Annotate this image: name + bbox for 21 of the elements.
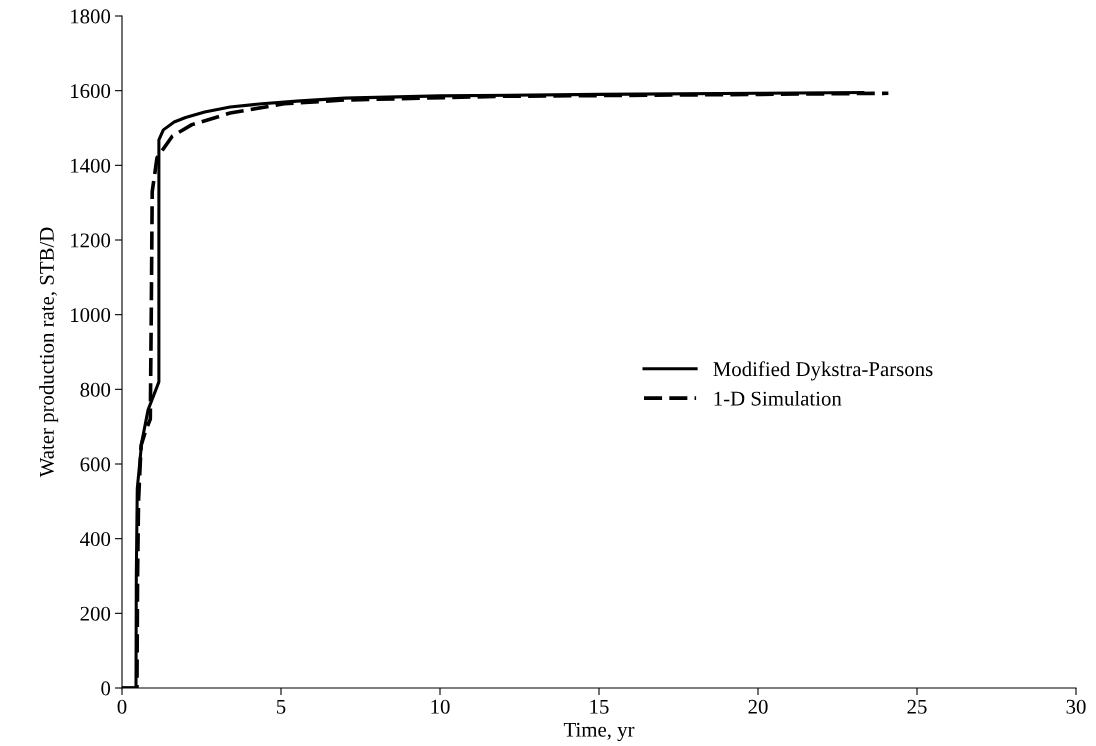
y-tick-label: 800 (80, 382, 111, 397)
y-tick-label: 400 (80, 532, 111, 547)
y-tick-label: 600 (80, 457, 111, 472)
y-tick-label: 1400 (71, 158, 111, 173)
x-tick-label: 15 (590, 699, 609, 714)
y-tick-label: 1000 (71, 308, 111, 323)
x-axis-title: Time, yr (563, 722, 635, 742)
x-tick-label: 20 (748, 699, 768, 714)
legend-label: Modified Dykstra-Parsons (713, 361, 933, 381)
x-tick-label: 25 (907, 699, 927, 714)
y-tick-label: 1600 (71, 84, 111, 99)
x-tick-label: 5 (277, 699, 286, 714)
y-tick-label: 200 (80, 606, 111, 621)
y-tick-label: 1800 (71, 9, 111, 24)
legend-label: 1-D Simulation (714, 391, 842, 406)
y-axis-title: Water production rate, STB/D (39, 227, 59, 478)
y-tick-label: 0 (101, 681, 111, 696)
x-tick-label: 0 (117, 699, 127, 714)
x-tick-label: 10 (431, 699, 450, 714)
x-tick-label: 30 (1066, 699, 1086, 714)
y-tick-label: 1200 (71, 233, 111, 248)
